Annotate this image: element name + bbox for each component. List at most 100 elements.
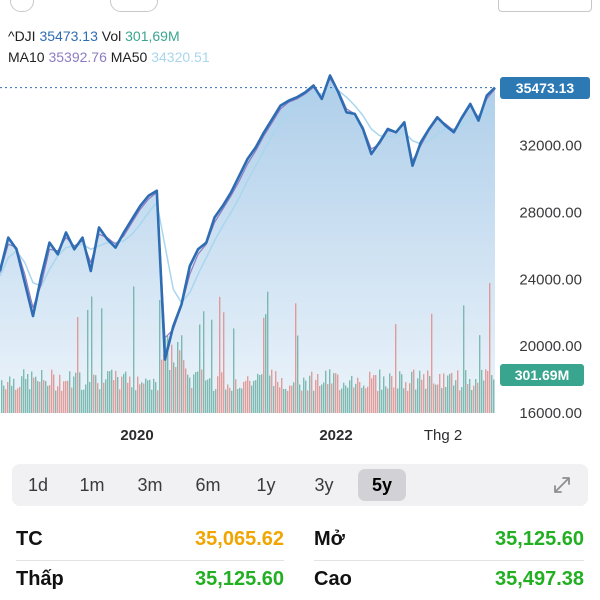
y-tick-label: 28000.00 bbox=[519, 205, 582, 222]
range-3y-button[interactable]: 3y bbox=[314, 475, 334, 495]
volume-bar bbox=[259, 375, 261, 413]
volume-bar bbox=[33, 377, 35, 413]
volume-bar bbox=[93, 374, 95, 413]
volume-bar bbox=[273, 386, 275, 413]
volume-bar bbox=[335, 373, 337, 413]
last-price-tag: 35473.13 bbox=[500, 76, 590, 99]
expand-icon[interactable] bbox=[550, 473, 574, 497]
volume-bar bbox=[373, 375, 375, 413]
volume-bar bbox=[37, 381, 39, 413]
volume-bar bbox=[443, 373, 445, 413]
volume-bar bbox=[407, 390, 409, 413]
volume-bar bbox=[91, 296, 93, 413]
volume-bar bbox=[461, 387, 463, 413]
volume-bar bbox=[129, 376, 131, 413]
volume-bar bbox=[441, 388, 443, 413]
volume-bar bbox=[149, 379, 151, 413]
volume-bar bbox=[289, 385, 291, 413]
volume-bar bbox=[179, 350, 181, 413]
volume-bar bbox=[209, 378, 211, 413]
stat-low-label: Thấp bbox=[16, 568, 64, 590]
volume-bar bbox=[51, 369, 53, 413]
volume-bar bbox=[381, 389, 383, 413]
volume-bar bbox=[463, 305, 465, 413]
volume-bar bbox=[165, 338, 167, 413]
volume-bar bbox=[205, 380, 207, 413]
volume-bar bbox=[223, 312, 225, 413]
volume-bar bbox=[393, 387, 395, 413]
volume-bar bbox=[431, 313, 433, 413]
volume-bar bbox=[89, 382, 91, 413]
stat-low-value: 35,125.60 bbox=[195, 568, 284, 590]
volume-bar bbox=[263, 317, 265, 413]
range-selector: 1d 1m 3m 6m 1y 3y 5y bbox=[12, 464, 588, 506]
range-1d-button[interactable]: 1d bbox=[27, 475, 49, 495]
volume-bar bbox=[183, 360, 185, 413]
range-3m-button[interactable]: 3m bbox=[137, 475, 163, 495]
volume-bar bbox=[161, 359, 163, 413]
volume-bar bbox=[227, 384, 229, 413]
volume-bar bbox=[69, 371, 71, 413]
volume-bar bbox=[447, 375, 449, 413]
range-6m-button[interactable]: 6m bbox=[195, 475, 221, 495]
volume-bar bbox=[123, 373, 125, 413]
volume-bar bbox=[339, 390, 341, 413]
stat-open-value: 35,125.60 bbox=[495, 528, 584, 550]
volume-bar bbox=[13, 378, 15, 413]
volume-bar bbox=[399, 371, 401, 413]
volume-bar bbox=[75, 372, 77, 413]
price-chart[interactable]: 16000.00 20000.00 24000.00 28000.00 32000.00… bbox=[0, 0, 600, 455]
volume-bar bbox=[111, 369, 113, 413]
volume-bar bbox=[349, 380, 351, 413]
volume-bar bbox=[7, 382, 9, 413]
volume-bar bbox=[133, 286, 135, 413]
volume-bar bbox=[155, 382, 157, 413]
volume-bar bbox=[425, 388, 427, 413]
volume-bar bbox=[367, 386, 369, 413]
volume-bar bbox=[361, 387, 363, 413]
volume-bar bbox=[313, 390, 315, 413]
volume-bar bbox=[17, 388, 19, 413]
volume-bar bbox=[433, 383, 435, 413]
volume-bar bbox=[19, 386, 21, 413]
volume-bar bbox=[131, 387, 133, 413]
volume-bar bbox=[483, 380, 485, 413]
volume-bar bbox=[415, 389, 417, 413]
volume-bar bbox=[29, 389, 31, 413]
volume-bar bbox=[403, 388, 405, 413]
ma50-line bbox=[0, 88, 496, 304]
legend-vol-value: 301,69M bbox=[125, 28, 180, 44]
volume-bar bbox=[489, 283, 491, 413]
volume-bar bbox=[385, 386, 387, 413]
range-5y-button[interactable]: 5y bbox=[358, 469, 406, 501]
volume-bar bbox=[61, 390, 63, 413]
volume-bar bbox=[199, 324, 201, 413]
volume-bar bbox=[473, 385, 475, 413]
volume-bar bbox=[193, 374, 195, 413]
volume-bar bbox=[219, 296, 221, 413]
volume-bar bbox=[439, 374, 441, 413]
volume-bar bbox=[151, 389, 153, 413]
volume-bar bbox=[9, 376, 11, 413]
volume-bar bbox=[191, 387, 193, 413]
volume-bar bbox=[237, 389, 239, 413]
volume-bar bbox=[347, 387, 349, 413]
volume-bar bbox=[63, 381, 65, 413]
volume-bar bbox=[469, 379, 471, 413]
volume-bar bbox=[429, 376, 431, 413]
volume-bar bbox=[255, 380, 257, 413]
stat-high-value: 35,497.38 bbox=[495, 568, 584, 590]
volume-bar bbox=[285, 389, 287, 413]
top-control-stub[interactable] bbox=[110, 0, 158, 12]
range-1y-button[interactable]: 1y bbox=[256, 475, 276, 495]
range-1m-button[interactable]: 1m bbox=[79, 475, 105, 495]
volume-bar bbox=[173, 362, 175, 413]
volume-bar bbox=[185, 368, 187, 413]
volume-bar bbox=[117, 377, 119, 413]
volume-bar bbox=[11, 385, 13, 413]
x-tick-label: Thg 2 bbox=[424, 427, 462, 444]
volume-bar bbox=[3, 385, 5, 413]
y-tick-label: 16000.00 bbox=[519, 405, 582, 422]
volume-bar bbox=[323, 382, 325, 413]
volume-bar bbox=[169, 370, 171, 413]
